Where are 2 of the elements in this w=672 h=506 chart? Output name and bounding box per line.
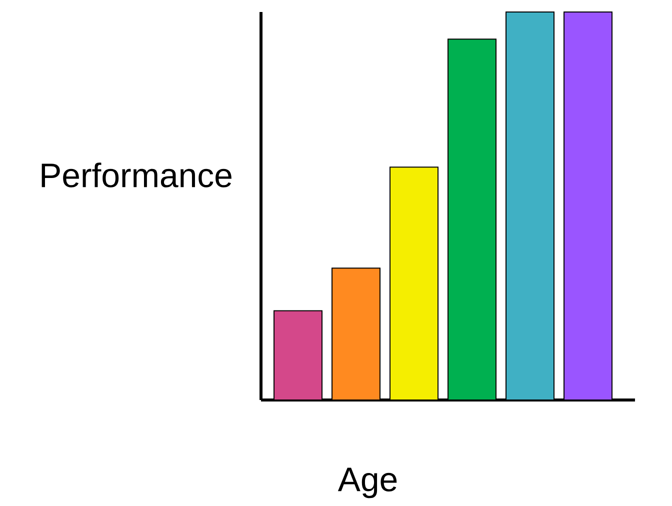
y-axis-title: Performance — [42, 162, 232, 188]
x-axis-title: Age — [338, 468, 397, 498]
